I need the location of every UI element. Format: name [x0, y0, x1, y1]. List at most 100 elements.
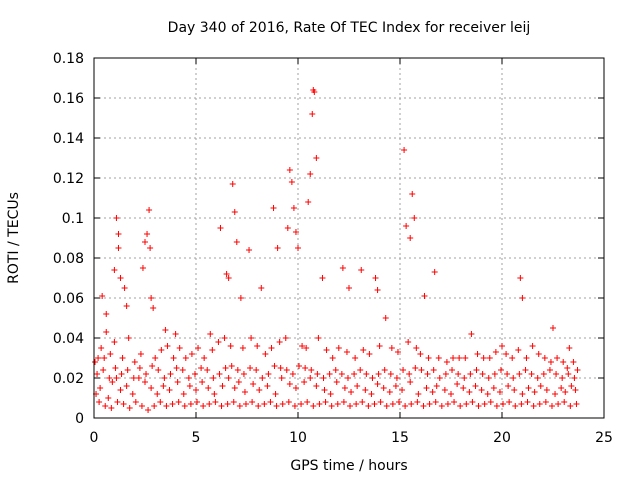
data-point — [358, 267, 365, 273]
data-point — [374, 287, 381, 293]
data-point — [119, 355, 126, 361]
data-point — [290, 205, 297, 211]
data-point — [267, 399, 274, 405]
data-point — [362, 387, 369, 393]
data-point — [163, 403, 170, 409]
data-point — [172, 331, 179, 337]
y-tick-label: 0.16 — [53, 91, 84, 107]
data-point — [492, 349, 499, 355]
data-point — [420, 403, 427, 409]
data-point — [528, 371, 535, 377]
data-point — [454, 381, 461, 387]
data-point — [154, 391, 161, 397]
data-point — [316, 401, 323, 407]
data-point — [217, 225, 224, 231]
data-point — [487, 399, 494, 405]
data-point — [540, 371, 547, 377]
data-point — [188, 351, 195, 357]
data-point — [456, 355, 463, 361]
data-point — [529, 343, 536, 349]
data-point — [555, 401, 562, 407]
data-point — [443, 359, 450, 365]
x-axis-label: GPS time / hours — [290, 458, 407, 474]
data-point — [341, 385, 348, 391]
data-point — [485, 375, 492, 381]
data-point — [125, 335, 132, 341]
data-point — [117, 275, 124, 281]
data-point — [436, 375, 443, 381]
data-point — [372, 275, 379, 281]
data-point — [124, 367, 131, 373]
y-tick-label: 0 — [75, 411, 84, 427]
data-point — [371, 401, 378, 407]
y-tick-labels: 0 0.02 0.04 0.06 0.08 0.1 0.12 0.14 0.16 0.18 — [53, 51, 84, 427]
data-point — [95, 355, 102, 361]
data-point — [272, 391, 279, 397]
data-point — [250, 381, 257, 387]
data-point — [360, 347, 367, 353]
data-point — [473, 367, 480, 373]
data-point — [218, 403, 225, 409]
data-point — [433, 383, 440, 389]
data-point — [407, 235, 414, 241]
data-point — [113, 215, 120, 221]
data-point — [303, 345, 310, 351]
data-point — [198, 365, 205, 371]
data-point — [424, 371, 431, 377]
data-point — [157, 399, 164, 405]
data-point — [323, 347, 330, 353]
data-point — [412, 365, 419, 371]
data-point — [105, 395, 112, 401]
data-point — [99, 293, 106, 299]
data-point — [176, 345, 183, 351]
data-point — [517, 275, 524, 281]
data-point — [409, 191, 416, 197]
data-point — [314, 371, 321, 377]
data-point — [142, 239, 148, 245]
data-point — [568, 383, 575, 389]
data-point — [554, 355, 561, 361]
data-point — [444, 401, 451, 407]
data-point — [103, 329, 110, 335]
data-point — [115, 245, 122, 251]
data-point — [348, 389, 355, 395]
y-tick-label: 0.04 — [53, 331, 84, 347]
data-point — [571, 375, 578, 381]
data-point — [307, 375, 314, 381]
data-point — [284, 225, 291, 231]
data-point — [265, 371, 272, 377]
data-point — [135, 375, 142, 381]
data-point — [270, 205, 277, 211]
data-point — [411, 215, 418, 221]
data-point — [523, 355, 530, 361]
data-point — [149, 363, 156, 369]
data-point — [222, 365, 229, 371]
data-point — [261, 401, 268, 407]
data-point — [147, 245, 154, 251]
data-point — [309, 111, 316, 117]
data-point — [194, 399, 201, 405]
data-point — [351, 371, 358, 377]
data-point — [393, 375, 400, 381]
data-point — [279, 401, 286, 407]
data-point — [126, 405, 133, 411]
data-point — [107, 351, 114, 357]
data-point — [432, 399, 439, 405]
data-point — [320, 375, 327, 381]
data-point — [123, 383, 130, 389]
data-point — [206, 401, 213, 407]
y-tick-label: 0.08 — [53, 251, 84, 267]
data-point — [132, 399, 139, 405]
data-point — [403, 223, 410, 229]
data-point — [570, 359, 577, 365]
data-point — [415, 391, 422, 397]
data-point — [319, 275, 326, 281]
data-point — [546, 367, 553, 373]
data-point — [215, 339, 222, 345]
data-point — [369, 375, 376, 381]
data-point — [299, 343, 306, 349]
data-point — [516, 371, 523, 377]
data-point — [484, 391, 491, 397]
data-point — [363, 371, 370, 377]
grid-lines — [94, 58, 604, 418]
